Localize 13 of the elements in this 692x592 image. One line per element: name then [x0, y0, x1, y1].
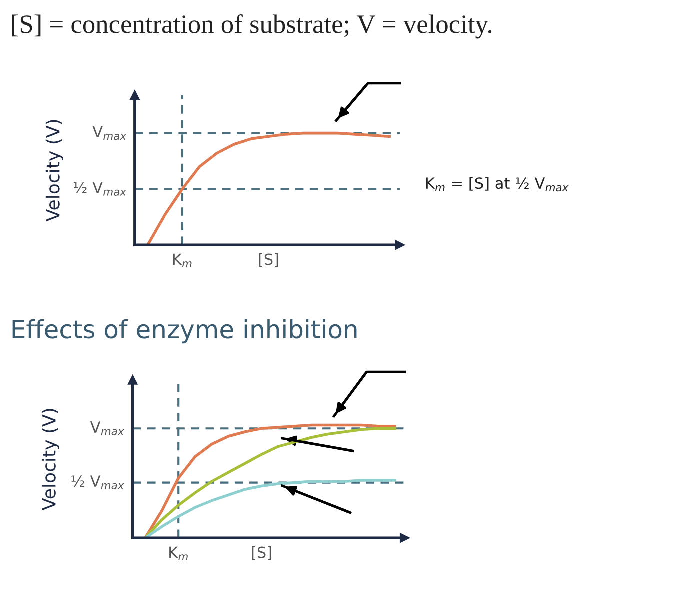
ref-line-label: V$_{max}$: [92, 126, 127, 140]
y-axis-title: Velocity (V): [42, 409, 60, 510]
chart-title: Effects of enzyme inhibition: [12, 319, 357, 344]
x-tick-label: [S]: [252, 546, 272, 560]
ref-line-label: V$_{max}$: [90, 422, 124, 436]
x-tick-label: [S]: [259, 253, 278, 268]
chart-title: [S] = concentration of substrate; V = velocity.: [12, 14, 492, 39]
ref-line-label: ½ V$_{max}$: [72, 476, 124, 490]
text: K$_{m}$ = [S] at ½ V$_{max}$: [426, 177, 569, 192]
x-tick-label: K$_{m}$: [173, 254, 192, 268]
y-axis-title: Velocity (V): [46, 120, 64, 222]
x-tick-label: K$_{m}$: [170, 546, 188, 561]
ref-line-label: ½ V$_{max}$: [74, 182, 127, 196]
